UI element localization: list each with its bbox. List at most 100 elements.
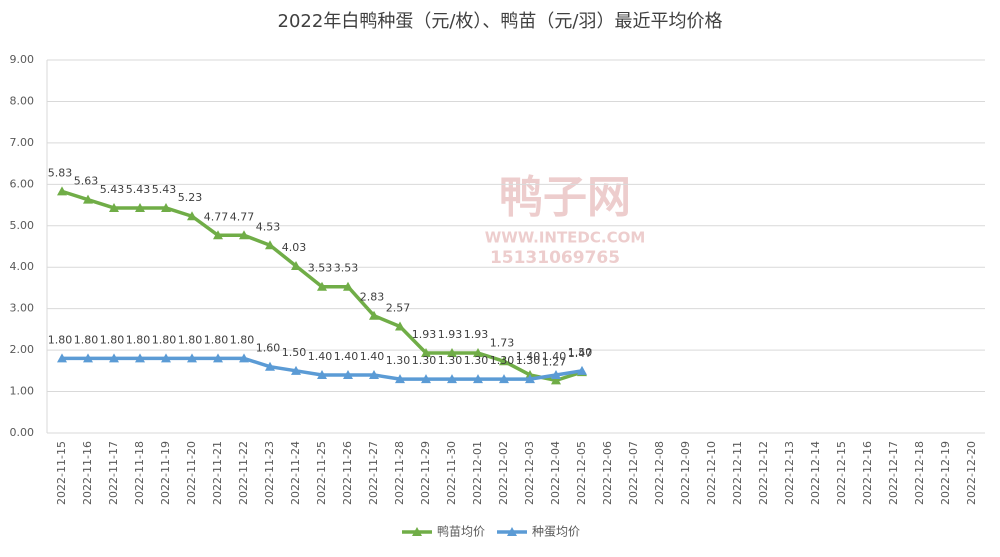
point-marker <box>135 202 145 212</box>
data-label: 1.30 <box>516 354 541 367</box>
legend-label: 种蛋均价 <box>532 525 580 539</box>
x-tick-label: 2022-11-19 <box>159 441 172 505</box>
watermark-site: WWW.INTEDC.COM <box>485 229 646 247</box>
x-tick-label: 2022-11-15 <box>55 441 68 505</box>
x-tick-label: 2022-12-05 <box>575 441 588 505</box>
data-label: 2.83 <box>360 291 385 304</box>
point-marker <box>291 365 301 375</box>
x-tick-label: 2022-11-25 <box>315 441 328 505</box>
data-label: 1.30 <box>438 354 463 367</box>
data-label: 1.40 <box>360 350 385 363</box>
point-marker <box>57 186 67 196</box>
y-tick-label: 2.00 <box>10 343 35 356</box>
point-marker <box>369 310 379 320</box>
legend-marker <box>412 527 422 536</box>
point-marker <box>187 353 197 363</box>
data-label: 1.40 <box>542 350 567 363</box>
data-label: 2.57 <box>386 301 411 314</box>
point-marker <box>343 281 353 291</box>
data-label: 4.77 <box>230 210 255 223</box>
point-marker <box>109 202 119 212</box>
point-marker <box>239 230 249 240</box>
data-label: 1.40 <box>308 350 333 363</box>
point-marker <box>525 374 535 384</box>
data-label: 5.43 <box>126 183 151 196</box>
data-label: 5.63 <box>74 175 99 188</box>
data-label: 1.80 <box>126 333 151 346</box>
data-label: 1.47 <box>568 347 593 360</box>
y-tick-label: 8.00 <box>10 94 35 107</box>
point-marker <box>317 369 327 379</box>
point-marker <box>83 194 93 204</box>
point-marker <box>161 202 171 212</box>
x-tick-label: 2022-11-29 <box>419 441 432 505</box>
x-tick-label: 2022-11-22 <box>237 441 250 505</box>
point-marker <box>577 365 587 375</box>
x-tick-label: 2022-11-18 <box>133 441 146 505</box>
point-marker <box>343 369 353 379</box>
data-label: 1.93 <box>438 328 463 341</box>
x-tick-label: 2022-11-16 <box>81 441 94 505</box>
y-tick-label: 0.00 <box>10 426 35 439</box>
point-marker <box>135 353 145 363</box>
point-marker <box>499 356 509 366</box>
y-tick-label: 5.00 <box>10 219 35 232</box>
x-tick-label: 2022-11-20 <box>185 441 198 505</box>
point-marker <box>369 369 379 379</box>
data-label: 1.50 <box>282 346 307 359</box>
x-tick-label: 2022-12-20 <box>965 441 978 505</box>
y-tick-label: 7.00 <box>10 136 35 149</box>
x-tick-label: 2022-12-02 <box>497 441 510 505</box>
point-marker <box>421 348 431 358</box>
x-tick-label: 2022-12-06 <box>601 441 614 505</box>
point-marker <box>161 353 171 363</box>
data-label: 1.80 <box>74 333 99 346</box>
y-tick-label: 3.00 <box>10 302 35 315</box>
watermark-name: 鸭子网 <box>499 172 631 223</box>
data-label: 1.30 <box>386 354 411 367</box>
point-marker <box>213 230 223 240</box>
x-tick-label: 2022-11-26 <box>341 441 354 505</box>
data-label: 1.60 <box>256 342 281 355</box>
point-marker <box>213 353 223 363</box>
data-label: 5.43 <box>100 183 125 196</box>
data-label: 1.80 <box>152 333 177 346</box>
point-marker <box>265 240 275 250</box>
point-marker <box>395 374 405 384</box>
point-marker <box>83 353 93 363</box>
watermark-phone: 15131069765 <box>490 248 620 268</box>
data-label: 1.80 <box>230 333 255 346</box>
x-tick-label: 2022-12-12 <box>757 441 770 505</box>
x-tick-label: 2022-12-19 <box>939 441 952 505</box>
data-label: 5.23 <box>178 191 203 204</box>
y-tick-label: 6.00 <box>10 177 35 190</box>
point-marker <box>551 375 561 385</box>
data-label: 1.40 <box>516 350 541 363</box>
data-label: 1.80 <box>48 333 73 346</box>
legend-marker <box>507 527 517 536</box>
x-tick-label: 2022-11-21 <box>211 441 224 505</box>
x-tick-label: 2022-11-23 <box>263 441 276 505</box>
data-label: 1.30 <box>464 354 489 367</box>
point-marker <box>109 353 119 363</box>
data-label: 1.30 <box>490 354 515 367</box>
point-marker <box>447 374 457 384</box>
point-marker <box>187 211 197 221</box>
point-marker <box>395 321 405 331</box>
y-tick-label: 9.00 <box>10 53 35 66</box>
x-tick-label: 2022-12-14 <box>809 441 822 505</box>
x-tick-label: 2022-12-11 <box>731 441 744 505</box>
point-marker <box>291 260 301 270</box>
data-label: 1.27 <box>542 355 567 368</box>
data-label: 1.80 <box>178 333 203 346</box>
x-tick-label: 2022-12-10 <box>705 441 718 505</box>
data-label: 3.53 <box>334 262 359 275</box>
x-tick-label: 2022-12-15 <box>835 441 848 505</box>
x-tick-label: 2022-12-03 <box>523 441 536 505</box>
data-label: 1.73 <box>490 336 515 349</box>
x-tick-label: 2022-12-18 <box>913 441 926 505</box>
data-label: 5.83 <box>48 166 73 179</box>
x-tick-label: 2022-11-17 <box>107 441 120 505</box>
data-label: 1.93 <box>412 328 437 341</box>
